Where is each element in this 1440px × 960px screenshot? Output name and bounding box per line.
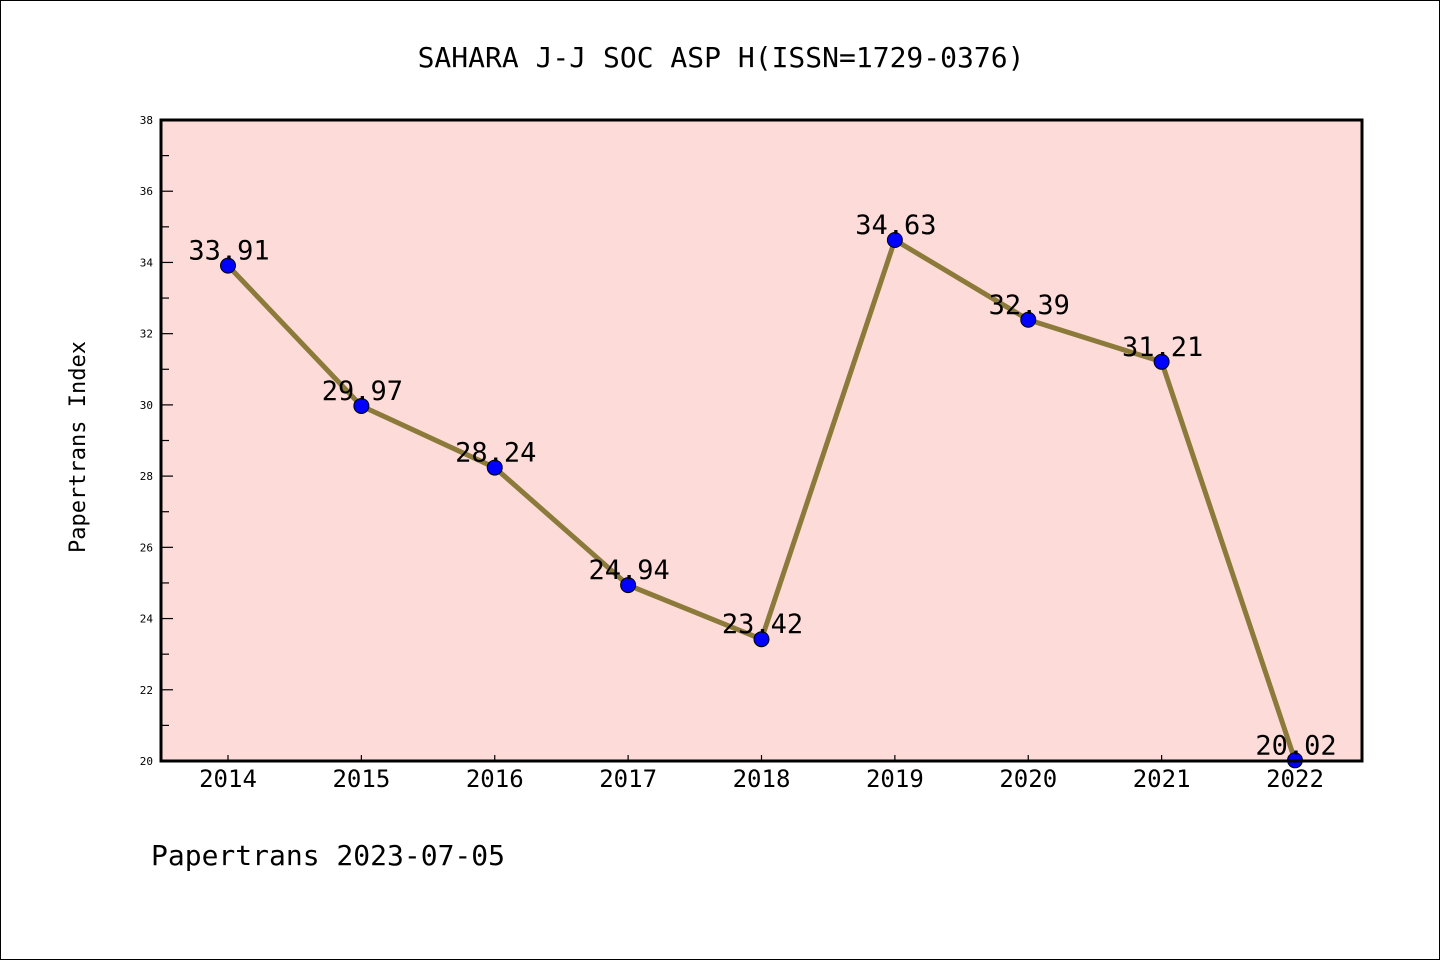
x-tick-label: 2021 <box>1133 765 1191 793</box>
footer-text: Papertrans 2023-07-05 <box>151 839 505 872</box>
y-tick-label: 22 <box>140 684 153 697</box>
y-tick-label: 36 <box>140 185 153 198</box>
data-point <box>1020 311 1037 328</box>
x-tick-label: 2020 <box>999 765 1057 793</box>
data-label: 23.42 <box>722 609 803 640</box>
x-tick-label: 2022 <box>1266 765 1324 793</box>
y-tick-label: 28 <box>140 470 153 483</box>
data-point <box>486 459 503 476</box>
y-tick-label: 26 <box>140 541 153 554</box>
data-label: 28.24 <box>455 438 536 469</box>
x-tick-label: 2018 <box>733 765 791 793</box>
data-label: 24.94 <box>588 555 669 586</box>
data-point <box>220 257 236 274</box>
y-tick-label: 38 <box>140 114 153 127</box>
plot-frame <box>159 118 1364 763</box>
y-tick-label: 20 <box>140 755 153 768</box>
data-point <box>353 397 370 414</box>
data-point <box>886 232 903 249</box>
data-point <box>753 631 770 648</box>
x-tick-label: 2016 <box>466 765 524 793</box>
data-label: 20.02 <box>1255 730 1336 761</box>
data-label: 32.39 <box>989 290 1070 321</box>
data-point <box>1153 353 1170 370</box>
y-tick-label: 30 <box>140 399 153 412</box>
y-tick-label: 32 <box>140 328 153 341</box>
x-tick-label: 2015 <box>332 765 390 793</box>
data-label: 29.97 <box>322 376 403 407</box>
plot-area <box>161 120 1362 761</box>
x-tick-label: 2019 <box>866 765 924 793</box>
y-tick-label: 24 <box>140 613 154 626</box>
y-axis-label: Papertrans Index <box>66 341 91 553</box>
data-label: 34.63 <box>855 210 936 241</box>
x-tick-label: 2017 <box>599 765 657 793</box>
x-tick-label: 2014 <box>199 765 257 793</box>
y-tick-label: 34 <box>140 256 154 269</box>
data-label: 33.91 <box>188 236 269 267</box>
chart-title: SAHARA J-J SOC ASP H(ISSN=1729-0376) <box>418 41 1025 74</box>
data-label: 31.21 <box>1122 332 1203 363</box>
data-point <box>620 577 637 594</box>
